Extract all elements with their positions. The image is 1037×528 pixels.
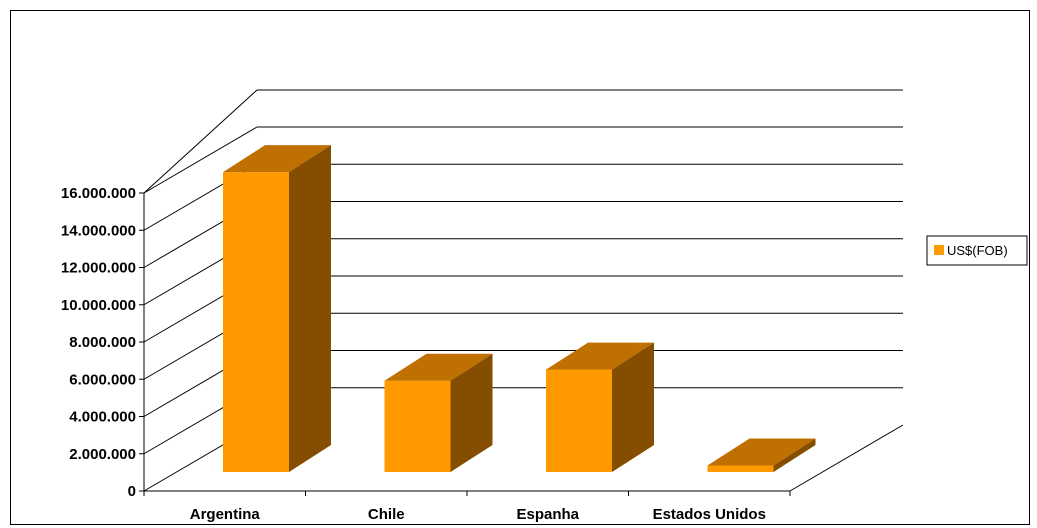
- legend: US$(FOB): [926, 235, 1028, 266]
- y-tick-label: 16.000.000: [61, 185, 136, 202]
- y-tick-label: 12.000.000: [61, 260, 136, 277]
- bar-side: [450, 353, 493, 472]
- bar-front-argentina: [223, 172, 289, 472]
- y-tick-label: 6.000.000: [69, 371, 136, 388]
- side-gridline: [143, 126, 258, 194]
- bar-front-chile: [384, 380, 451, 472]
- bar-top: [546, 342, 654, 370]
- bar-top: [384, 353, 493, 381]
- x-tick-label: Espanha: [516, 506, 579, 523]
- y-tick-label: 0: [128, 483, 136, 500]
- bar-front-espanha: [546, 369, 612, 472]
- chart-frame: [10, 10, 1030, 525]
- legend-label: US$(FOB): [947, 243, 1008, 258]
- legend-swatch: [934, 245, 944, 255]
- bar-front-estados-unidos: [707, 465, 774, 472]
- x-tick-label: Argentina: [190, 506, 261, 523]
- bar-side: [773, 438, 816, 472]
- y-tick-label: 14.000.000: [61, 222, 136, 239]
- y-tick-label: 2.000.000: [69, 446, 136, 463]
- bar-top: [707, 438, 816, 466]
- y-tick-label: 10.000.000: [61, 297, 136, 314]
- bar-side: [612, 342, 654, 472]
- x-tick-label: Estados Unidos: [653, 506, 766, 523]
- bar-side: [289, 145, 331, 472]
- bar-top: [223, 145, 331, 173]
- y-tick-label: 4.000.000: [69, 409, 136, 426]
- side-gridline: [143, 89, 258, 194]
- floor-right-edge: [789, 424, 904, 492]
- y-tick-label: 8.000.000: [69, 334, 136, 351]
- x-tick-label: Chile: [368, 506, 405, 523]
